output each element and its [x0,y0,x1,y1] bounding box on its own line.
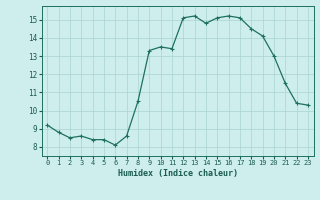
X-axis label: Humidex (Indice chaleur): Humidex (Indice chaleur) [118,169,237,178]
